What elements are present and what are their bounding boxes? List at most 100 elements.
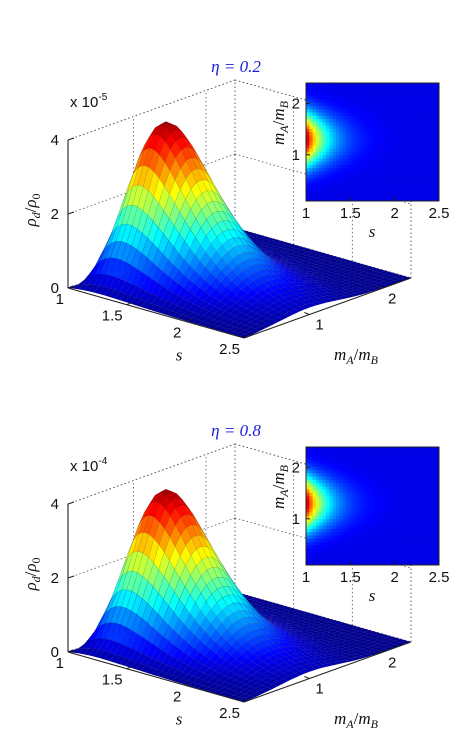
heatmap-cell xyxy=(409,158,413,163)
heatmap-cell xyxy=(399,89,403,94)
heatmap-cell xyxy=(409,132,413,136)
heatmap-cell xyxy=(422,525,427,530)
heatmap-cell xyxy=(382,158,387,163)
heatmap-cell xyxy=(355,102,360,107)
heatmap-cell xyxy=(389,105,393,110)
heatmap-cell xyxy=(375,145,380,149)
heatmap-cell xyxy=(335,161,340,166)
heatmap-cell xyxy=(335,506,340,510)
heatmap-cell xyxy=(415,122,420,127)
heatmap-cell xyxy=(362,197,367,202)
heatmap-cell xyxy=(322,184,327,189)
heatmap-cell xyxy=(429,86,433,90)
heatmap-cell xyxy=(322,122,327,127)
heatmap-cell xyxy=(429,99,433,104)
heatmap-cell xyxy=(372,148,377,153)
heatmap-cell xyxy=(432,463,437,468)
heatmap-cell xyxy=(322,158,327,163)
heatmap-cell xyxy=(325,450,330,454)
heatmap-cell xyxy=(355,174,360,179)
heatmap-cell xyxy=(325,476,330,481)
heatmap-cell xyxy=(405,450,410,454)
heatmap-cell xyxy=(392,174,397,179)
heatmap-cell xyxy=(352,545,357,550)
heatmap-cell xyxy=(429,509,433,513)
heatmap-cell xyxy=(419,138,423,143)
heatmap-cell xyxy=(312,164,317,169)
heatmap-cell xyxy=(399,122,403,127)
heatmap-cell xyxy=(306,151,310,156)
heatmap-cell xyxy=(332,181,337,186)
heatmap-cell xyxy=(399,142,403,146)
heatmap-cell xyxy=(332,119,337,123)
heatmap-cell xyxy=(322,96,327,100)
inset-y-m2: m xyxy=(269,108,288,120)
heatmap-cell xyxy=(352,463,357,468)
heatmap-cell xyxy=(312,112,317,117)
heatmap-cell xyxy=(432,125,437,130)
heatmap-cell xyxy=(372,538,377,543)
heatmap-cell xyxy=(382,194,387,199)
heatmap-cell xyxy=(319,89,324,94)
heatmap-cell xyxy=(389,155,393,159)
heatmap-cell xyxy=(422,155,427,159)
heatmap-cell xyxy=(395,528,400,533)
heatmap-cell xyxy=(355,125,360,130)
heatmap-cell xyxy=(319,145,324,149)
heatmap-cell xyxy=(359,132,363,136)
heatmap-cell xyxy=(315,450,320,454)
heatmap-cell xyxy=(432,112,437,117)
heatmap-cell xyxy=(389,496,393,500)
heatmap-cell xyxy=(306,456,310,461)
heatmap-cell xyxy=(415,519,420,523)
heatmap-cell xyxy=(332,542,337,546)
heatmap-cell xyxy=(369,456,373,461)
heatmap-cell xyxy=(325,89,330,94)
heatmap-cell xyxy=(379,538,383,543)
heatmap-cell xyxy=(359,551,363,556)
heatmap-cell xyxy=(402,489,407,494)
heatmap-cell xyxy=(369,109,373,113)
heatmap-cell xyxy=(325,453,330,458)
m-tick-label: 2 xyxy=(388,654,396,671)
heatmap-cell xyxy=(402,463,407,468)
heatmap-cell xyxy=(319,499,324,504)
heatmap-cell xyxy=(362,558,367,563)
surface-patch xyxy=(255,325,267,331)
heatmap-cell xyxy=(412,174,417,179)
heatmap-cell xyxy=(349,538,353,543)
heatmap-cell xyxy=(392,148,397,153)
heatmap-cell xyxy=(315,466,320,471)
heatmap-cell xyxy=(362,512,367,517)
heatmap-cell xyxy=(409,469,413,474)
heatmap-cell xyxy=(322,473,327,477)
heatmap-cell xyxy=(339,92,343,97)
heatmap-cell xyxy=(325,463,330,468)
heatmap-cell xyxy=(332,122,337,127)
heatmap-cell xyxy=(399,548,403,553)
heatmap-cell xyxy=(329,178,333,182)
heatmap-cell xyxy=(409,538,413,543)
heatmap-cell xyxy=(425,99,430,104)
heatmap-cell xyxy=(306,132,310,136)
heatmap-cell xyxy=(435,102,440,107)
heatmap-cell xyxy=(389,450,393,454)
heatmap-cell xyxy=(369,489,373,494)
heatmap-cell xyxy=(309,558,314,563)
heatmap-cell xyxy=(405,89,410,94)
heatmap-cell xyxy=(425,558,430,563)
heatmap-cell xyxy=(392,105,397,110)
heatmap-cell xyxy=(322,115,327,120)
heatmap-cell xyxy=(429,460,433,464)
heatmap-cell xyxy=(309,535,314,540)
heatmap-cell xyxy=(369,83,373,87)
heatmap-cell xyxy=(325,538,330,543)
heatmap-cell xyxy=(335,125,340,130)
heatmap-cell xyxy=(339,151,343,156)
heatmap-cell xyxy=(349,125,353,130)
z-exponent-base: x 10 xyxy=(70,94,98,111)
heatmap-cell xyxy=(315,515,320,520)
heatmap-cell xyxy=(359,128,363,133)
heatmap-cell xyxy=(325,456,330,461)
heatmap-cell xyxy=(382,473,387,477)
